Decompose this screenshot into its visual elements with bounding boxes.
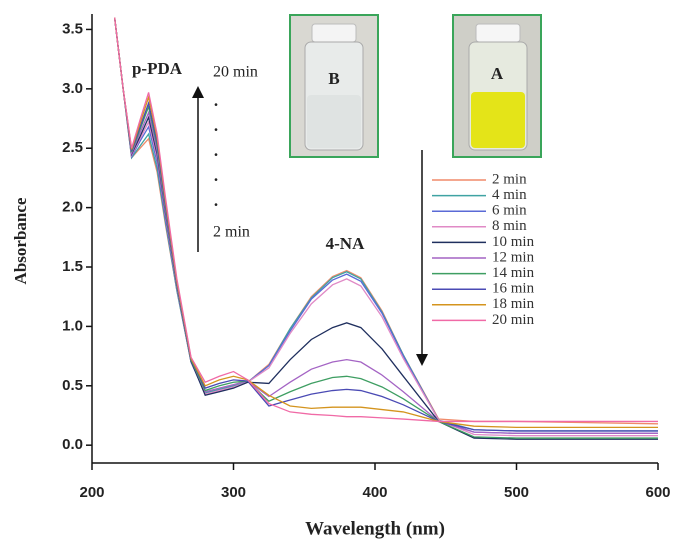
series-line (113, 17, 658, 432)
x-tick-label: 200 (79, 484, 104, 501)
series-line (113, 17, 658, 434)
y-tick-label: 3.0 (62, 80, 83, 97)
annotation: . (214, 91, 218, 110)
legend-label: 2 min (492, 171, 527, 187)
annotation: . (214, 141, 218, 160)
y-tick-label: 1.5 (62, 258, 83, 275)
annotation: 20 min (213, 64, 258, 81)
plot-area (113, 17, 658, 440)
x-tick-label: 500 (504, 484, 529, 501)
y-tick-label: 2.0 (62, 199, 83, 216)
y-tick-label: 3.5 (62, 20, 83, 37)
legend-label: 16 min (492, 281, 535, 297)
series-line (113, 17, 658, 437)
annotation: 4-NA (326, 234, 365, 253)
annotation: 2 min (213, 224, 250, 241)
y-tick-label: 0.5 (62, 377, 83, 394)
annotation: . (214, 166, 218, 185)
photo-b (289, 14, 379, 158)
y-tick-label: 0.0 (62, 436, 83, 453)
legend-label: 20 min (492, 312, 535, 328)
series-line (113, 17, 658, 425)
series-line (113, 17, 658, 423)
legend-label: 14 min (492, 265, 535, 281)
x-tick-label: 300 (221, 484, 246, 501)
x-tick-label: 400 (362, 484, 387, 501)
legend-label: 4 min (492, 187, 527, 203)
y-tick-label: 1.0 (62, 317, 83, 334)
annotation: . (214, 116, 218, 135)
series-line (113, 17, 658, 440)
legend-label: 18 min (492, 296, 535, 312)
annotation: p-PDA (132, 59, 183, 78)
photo-label: B (328, 69, 339, 88)
y-axis-label: Absorbance (11, 197, 30, 284)
legend-label: 10 min (492, 234, 535, 250)
photo-label: A (491, 64, 504, 83)
x-tick-label: 600 (645, 484, 670, 501)
x-axis-label: Wavelength (nm) (305, 518, 445, 539)
legend-label: 12 min (492, 249, 535, 265)
legend-label: 6 min (492, 203, 527, 219)
series-line (113, 17, 658, 429)
annotation: . (214, 191, 218, 210)
legend-label: 8 min (492, 218, 527, 234)
photo-a (452, 14, 542, 158)
y-tick-label: 2.5 (62, 139, 83, 156)
